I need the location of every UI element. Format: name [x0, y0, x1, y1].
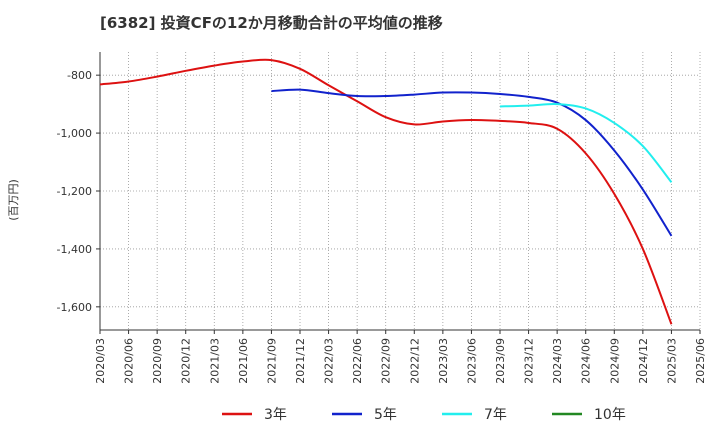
x-tick-label: 2022/06 — [351, 338, 364, 384]
x-tick-label: 2022/12 — [408, 338, 421, 384]
chart-title: [6382] 投資CFの12か月移動合計の平均値の推移 — [100, 14, 443, 32]
plot-area: -800 -1,000 -1,200 -1,400 -1,600 2020/03 2020/… — [57, 52, 707, 384]
y-axis-label: (百万円) — [7, 179, 20, 221]
legend: 3年 5年 7年 10年 — [222, 407, 626, 423]
series-line-7年 — [499, 103, 673, 183]
x-tick-label: 2023/06 — [465, 338, 478, 384]
x-tick-label: 2024/03 — [551, 338, 564, 384]
x-tick-label: 2021/06 — [237, 338, 250, 384]
x-tick-label: 2022/03 — [323, 338, 336, 384]
y-tick-label: -1,200 — [57, 185, 92, 198]
x-tick-label: 2024/09 — [608, 338, 621, 384]
x-tick-label: 2025/03 — [665, 338, 678, 384]
y-tick-label: -800 — [67, 69, 92, 82]
legend-label-7年: 7年 — [484, 407, 507, 423]
legend-label-10年: 10年 — [594, 407, 626, 423]
x-tick-label: 2020/03 — [94, 338, 107, 384]
legend-label-3年: 3年 — [264, 407, 287, 423]
series-line-5年 — [271, 88, 673, 237]
x-tick-label: 2023/12 — [523, 338, 536, 384]
y-tick-label: -1,000 — [57, 127, 92, 140]
x-tick-label: 2021/12 — [294, 338, 307, 384]
series-line-3年 — [99, 58, 673, 325]
y-tick-label: -1,400 — [57, 243, 92, 256]
x-tick-label: 2023/09 — [494, 338, 507, 384]
x-tick-label: 2020/09 — [151, 338, 164, 384]
x-tick-label: 2021/03 — [208, 338, 221, 384]
x-tick-label: 2024/12 — [637, 338, 650, 384]
legend-label-5年: 5年 — [374, 407, 397, 423]
x-tick-label: 2025/06 — [694, 338, 707, 384]
x-tick-label: 2023/03 — [437, 338, 450, 384]
x-tick-label: 2022/09 — [380, 338, 393, 384]
x-tick-label: 2020/12 — [180, 338, 193, 384]
y-tick-label: -1,600 — [57, 301, 92, 314]
x-tick-label: 2021/09 — [265, 338, 278, 384]
x-tick-label: 2020/06 — [123, 338, 136, 384]
x-tick-label: 2024/06 — [580, 338, 593, 384]
